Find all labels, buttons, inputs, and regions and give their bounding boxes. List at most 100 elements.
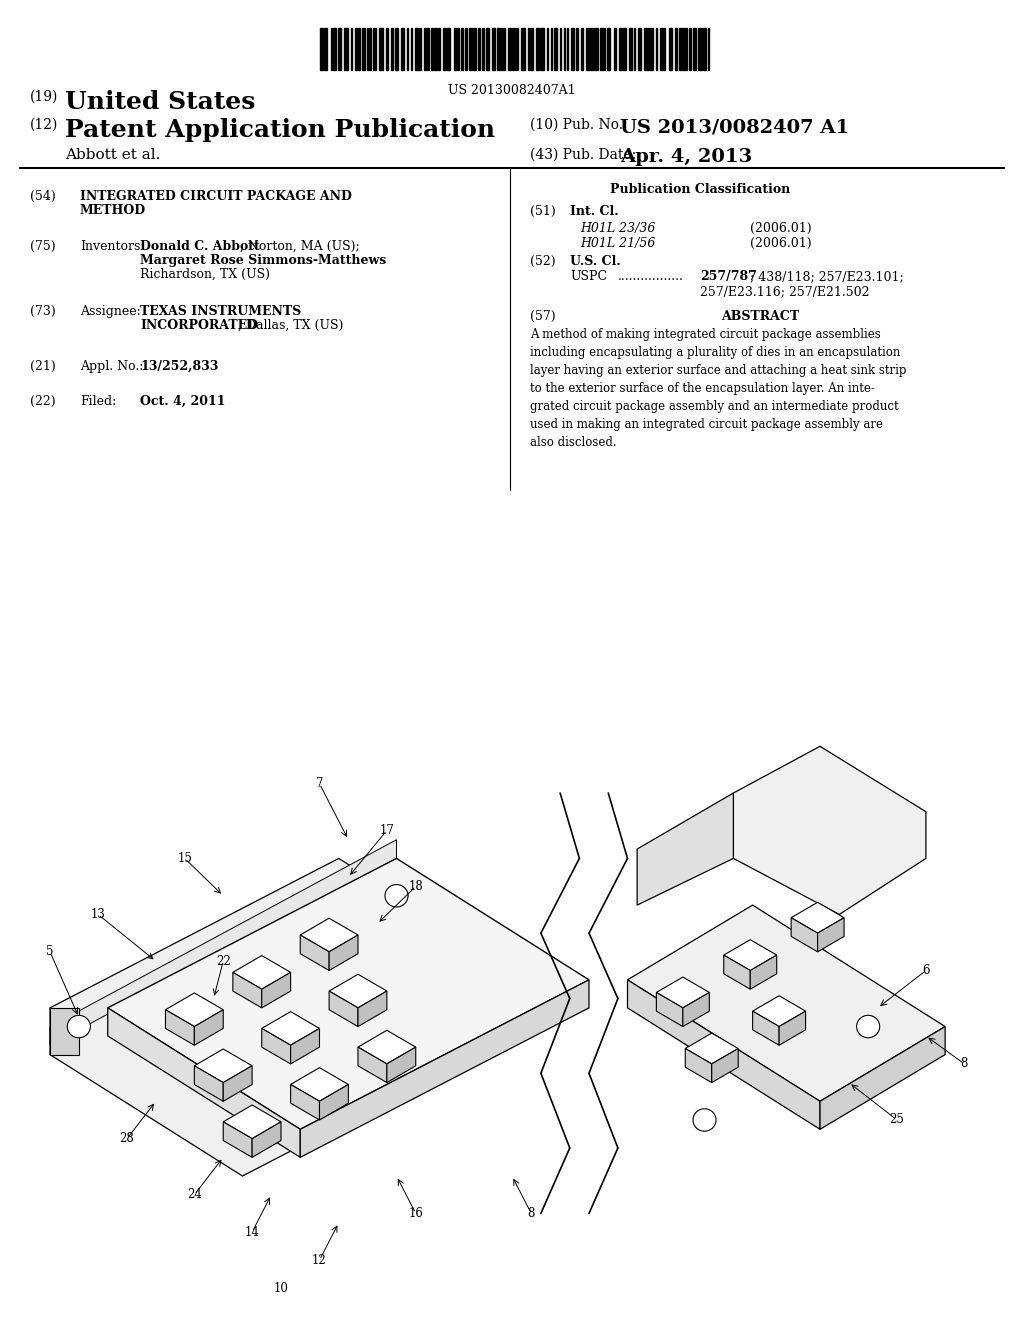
Bar: [454, 28, 456, 70]
Bar: [355, 28, 357, 70]
Bar: [646, 28, 648, 70]
Text: 25: 25: [890, 1114, 904, 1126]
Bar: [638, 28, 641, 70]
Bar: [527, 28, 528, 70]
Polygon shape: [792, 917, 817, 952]
Text: Apr. 4, 2013: Apr. 4, 2013: [620, 148, 753, 166]
Bar: [529, 28, 534, 70]
Text: (52): (52): [530, 255, 556, 268]
Bar: [682, 28, 685, 70]
Polygon shape: [733, 746, 926, 915]
Polygon shape: [300, 919, 358, 952]
Polygon shape: [712, 1048, 738, 1082]
Polygon shape: [683, 993, 710, 1027]
Text: US 2013/0082407 A1: US 2013/0082407 A1: [620, 117, 849, 136]
Bar: [424, 28, 426, 70]
Bar: [319, 28, 324, 70]
Polygon shape: [50, 840, 396, 1045]
Bar: [618, 28, 622, 70]
Polygon shape: [820, 1027, 945, 1130]
Bar: [541, 28, 544, 70]
Text: METHOD: METHOD: [80, 205, 146, 216]
Text: Patent Application Publication: Patent Application Publication: [65, 117, 496, 143]
Text: 8: 8: [961, 1057, 968, 1071]
Bar: [623, 28, 627, 70]
Text: INCORPORATED: INCORPORATED: [140, 319, 258, 333]
Polygon shape: [792, 903, 844, 933]
Bar: [708, 28, 709, 70]
Bar: [581, 28, 583, 70]
Text: , Norton, MA (US);: , Norton, MA (US);: [240, 240, 359, 253]
Polygon shape: [779, 1011, 806, 1045]
Polygon shape: [753, 995, 806, 1027]
Bar: [469, 28, 471, 70]
Polygon shape: [166, 1010, 195, 1045]
Polygon shape: [329, 974, 387, 1008]
Polygon shape: [387, 1047, 416, 1082]
Text: Donald C. Abbott: Donald C. Abbott: [140, 240, 260, 253]
Text: .................: .................: [618, 271, 684, 282]
Bar: [564, 28, 565, 70]
Polygon shape: [195, 1065, 223, 1101]
Bar: [679, 28, 681, 70]
Bar: [501, 28, 504, 70]
Bar: [508, 28, 511, 70]
Text: 6: 6: [923, 964, 930, 977]
Text: (54): (54): [30, 190, 55, 203]
Text: (22): (22): [30, 395, 55, 408]
Bar: [675, 28, 677, 70]
Bar: [634, 28, 635, 70]
Bar: [431, 28, 433, 70]
Text: Int. Cl.: Int. Cl.: [570, 205, 618, 218]
Text: Appl. No.:: Appl. No.:: [80, 360, 143, 374]
Text: TEXAS INSTRUMENTS: TEXAS INSTRUMENTS: [140, 305, 301, 318]
Polygon shape: [223, 1122, 252, 1158]
Polygon shape: [291, 1068, 348, 1101]
Bar: [338, 28, 341, 70]
Bar: [375, 28, 376, 70]
Text: 22: 22: [216, 954, 230, 968]
Text: 257/E23.116; 257/E21.502: 257/E23.116; 257/E21.502: [700, 285, 869, 298]
Bar: [644, 28, 645, 70]
Text: (75): (75): [30, 240, 55, 253]
Text: Abbott et al.: Abbott et al.: [65, 148, 161, 162]
Bar: [412, 28, 413, 70]
Bar: [369, 28, 371, 70]
Bar: [607, 28, 610, 70]
Polygon shape: [300, 979, 589, 1158]
Bar: [512, 28, 514, 70]
Bar: [400, 28, 403, 70]
Bar: [427, 28, 429, 70]
Polygon shape: [329, 935, 358, 970]
Polygon shape: [628, 979, 820, 1130]
Polygon shape: [637, 793, 733, 906]
Bar: [492, 28, 495, 70]
Polygon shape: [223, 1065, 252, 1101]
Text: Filed:: Filed:: [80, 395, 117, 408]
Text: A method of making integrated circuit package assemblies
including encapsulating: A method of making integrated circuit pa…: [530, 327, 906, 449]
Text: H01L 21/56: H01L 21/56: [580, 238, 655, 249]
Polygon shape: [685, 1048, 712, 1082]
Text: (73): (73): [30, 305, 55, 318]
Polygon shape: [817, 917, 844, 952]
Bar: [325, 28, 328, 70]
Bar: [595, 28, 598, 70]
Text: , Dallas, TX (US): , Dallas, TX (US): [238, 319, 343, 333]
Bar: [333, 28, 336, 70]
Polygon shape: [358, 991, 387, 1027]
Polygon shape: [50, 858, 531, 1176]
Polygon shape: [262, 1028, 291, 1064]
Bar: [478, 28, 480, 70]
Text: (12): (12): [30, 117, 58, 132]
Bar: [537, 28, 540, 70]
Polygon shape: [262, 973, 291, 1008]
Bar: [379, 28, 383, 70]
Polygon shape: [291, 1028, 319, 1064]
Polygon shape: [291, 1085, 319, 1119]
Text: USPC: USPC: [570, 271, 607, 282]
Bar: [521, 28, 522, 70]
Bar: [630, 28, 632, 70]
Text: (51): (51): [530, 205, 556, 218]
Polygon shape: [252, 1122, 281, 1158]
Polygon shape: [108, 858, 589, 1130]
